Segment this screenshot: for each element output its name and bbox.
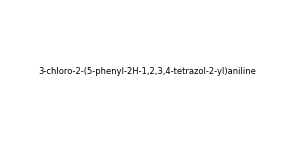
Text: 3-chloro-2-(5-phenyl-2H-1,2,3,4-tetrazol-2-yl)aniline: 3-chloro-2-(5-phenyl-2H-1,2,3,4-tetrazol… <box>38 68 256 76</box>
